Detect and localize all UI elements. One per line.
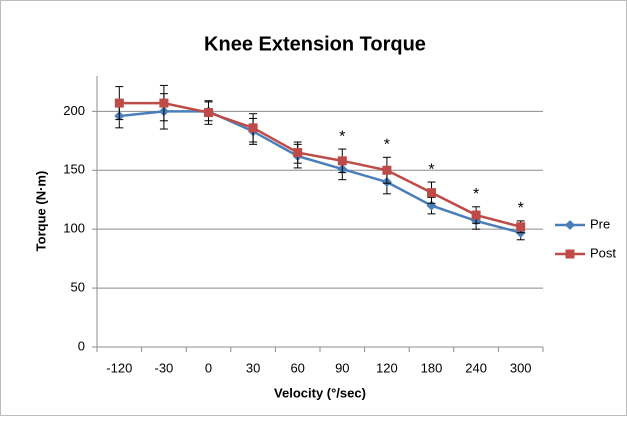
x-tick-label: -120 (106, 360, 132, 375)
marker (382, 165, 392, 175)
marker (516, 222, 526, 232)
y-tick-label: 200 (63, 103, 85, 118)
x-tick-label: 60 (290, 360, 304, 375)
series-line (119, 101, 522, 229)
annotation: * (473, 186, 479, 203)
marker (337, 156, 347, 166)
x-tick-label: 0 (205, 360, 212, 375)
x-tick-label: 90 (335, 360, 349, 375)
marker (293, 148, 303, 158)
marker (427, 188, 436, 198)
y-tick-label: 150 (63, 162, 85, 177)
marker (114, 98, 124, 108)
series-line (119, 110, 522, 234)
annotation: * (339, 128, 345, 145)
x-tick-label: -30 (155, 360, 174, 375)
x-tick-label: 120 (376, 360, 398, 375)
x-tick-label: 30 (246, 360, 260, 375)
legend-label: Pre (590, 216, 610, 231)
annotation: * (428, 161, 434, 178)
legend-label: Post (590, 245, 616, 260)
y-axis-label: Torque (N·m) (33, 171, 48, 252)
x-tick-label: 180 (421, 360, 443, 375)
marker (248, 123, 258, 133)
chart-title: Knee Extension Torque (204, 33, 426, 55)
x-axis-label: Velocity (°/sec) (274, 385, 366, 400)
y-tick-label: 100 (63, 221, 85, 236)
annotation: * (518, 200, 524, 217)
marker (471, 210, 481, 220)
x-tick-label: 300 (510, 360, 532, 375)
marker (204, 108, 213, 118)
y-tick-label: 0 (78, 338, 85, 353)
annotation: * (384, 137, 390, 154)
marker (159, 98, 169, 108)
x-tick-label: 240 (465, 360, 487, 375)
y-tick-label: 50 (71, 280, 85, 295)
marker (565, 249, 575, 259)
marker (565, 220, 575, 230)
